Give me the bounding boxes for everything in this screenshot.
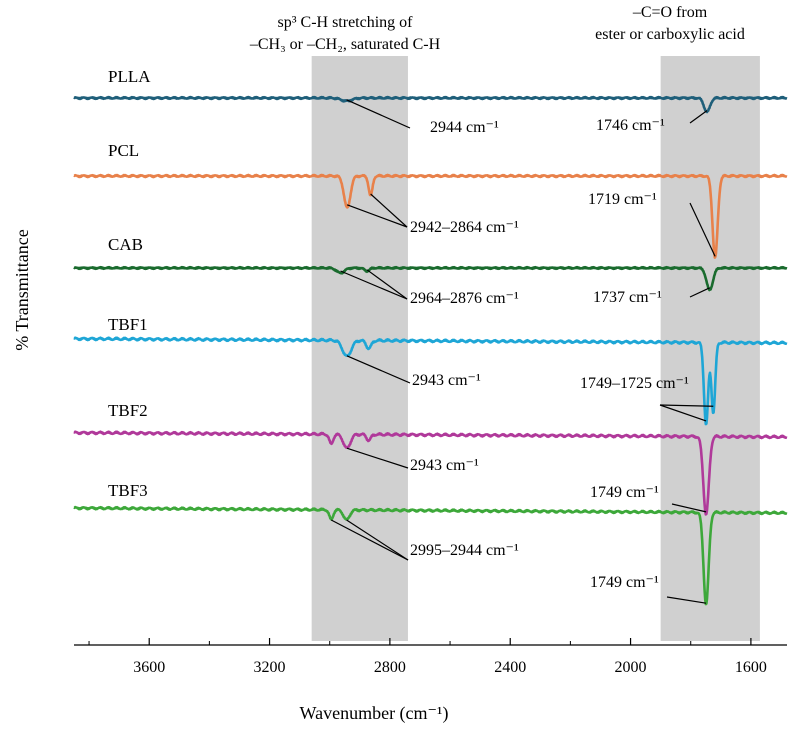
series-line-cab bbox=[73, 265, 788, 292]
annotation-leader-tbf1-1-1 bbox=[346, 355, 411, 384]
series-line-tbf1 bbox=[73, 336, 788, 426]
annotation-cab-1: 2964–2876 cm⁻¹ bbox=[410, 290, 519, 307]
highlight-region-1 bbox=[311, 56, 408, 641]
highlight-regions bbox=[311, 56, 760, 641]
annotation-leader-tbf2-2-1 bbox=[671, 503, 707, 513]
x-tick-label-2400: 2400 bbox=[494, 659, 526, 676]
series-line-tbf2 bbox=[73, 430, 788, 516]
annotation-plla-2: 1746 cm⁻¹ bbox=[596, 117, 665, 134]
series-line-pcl bbox=[73, 173, 788, 259]
annotation-tbf2-2: 1749 cm⁻¹ bbox=[590, 484, 659, 501]
x-tick-label-2800: 2800 bbox=[374, 659, 406, 676]
annotation-tbf3-2: 1749 cm⁻¹ bbox=[590, 574, 659, 591]
annotation-leader-tbf2-1-1 bbox=[346, 447, 409, 469]
annotation-leader-cab-1-1 bbox=[340, 270, 408, 300]
annotation-cab-2: 1737 cm⁻¹ bbox=[593, 289, 662, 306]
series-label-pcl: PCL bbox=[108, 141, 139, 160]
annotation-leader-tbf1-2-1 bbox=[659, 404, 707, 422]
annotation-leader-pcl-1-2 bbox=[370, 193, 408, 228]
series-lines bbox=[73, 95, 788, 606]
annotation-tbf1-1: 2943 cm⁻¹ bbox=[412, 372, 481, 389]
annotation-tbf2-1: 2943 cm⁻¹ bbox=[410, 457, 479, 474]
x-tick-label-3200: 3200 bbox=[254, 659, 286, 676]
series-label-plla: PLLA bbox=[108, 67, 151, 86]
region-title-1-line-2: –CH₃ or –CH₂, saturated C-H bbox=[249, 36, 441, 53]
annotation-plla-1: 2944 cm⁻¹ bbox=[430, 119, 499, 136]
series-labels: PLLA PCL CAB TBF1 TBF2 TBF3 bbox=[108, 67, 151, 500]
annotation-leader-cab-2-1 bbox=[689, 287, 710, 298]
annotation-leader-pcl-2-1 bbox=[689, 202, 716, 257]
annotation-tbf3-1: 2995–2944 cm⁻¹ bbox=[410, 542, 519, 559]
region-title-2-line-2: ester or carboxylic acid bbox=[595, 26, 745, 43]
annotation-leader-plla-2-1 bbox=[689, 110, 708, 124]
annotation-leader-tbf3-1-2 bbox=[346, 519, 409, 561]
x-tick-label-1600: 1600 bbox=[735, 659, 767, 676]
x-tick-label-2000: 2000 bbox=[615, 659, 647, 676]
x-tick-label-3600: 3600 bbox=[133, 659, 165, 676]
series-line-plla bbox=[73, 95, 788, 114]
series-label-tbf3: TBF3 bbox=[108, 481, 148, 500]
annotation-pcl-2: 1719 cm⁻¹ bbox=[588, 191, 657, 208]
x-axis-title: Wavenumber (cm⁻¹) bbox=[300, 703, 449, 724]
annotation-leader-tbf3-1-1 bbox=[330, 519, 409, 561]
y-axis-title: % Transmittance bbox=[12, 229, 32, 351]
series-label-tbf1: TBF1 bbox=[108, 315, 148, 334]
annotation-leader-tbf3-2-1 bbox=[666, 596, 707, 604]
region-titles: sp³ C-H stretching of –CH₃ or –CH₂, satur… bbox=[249, 4, 745, 53]
series-label-tbf2: TBF2 bbox=[108, 401, 148, 420]
peak-annotations: 2944 cm⁻¹ 1746 cm⁻¹ 2942–2864 cm⁻¹ 1719 cm⁻… bbox=[330, 99, 716, 604]
annotation-leader-tbf1-2-2 bbox=[659, 404, 714, 407]
x-axis: 3600 3200 2800 2400 2000 1600 bbox=[74, 638, 787, 676]
annotation-pcl-1: 2942–2864 cm⁻¹ bbox=[410, 219, 519, 236]
series-label-cab: CAB bbox=[108, 235, 143, 254]
annotation-leader-pcl-1-1 bbox=[346, 204, 408, 228]
annotation-leader-plla-1-1 bbox=[346, 99, 411, 129]
region-title-2-line-1: –C=O from bbox=[632, 4, 708, 21]
annotation-leader-cab-1-2 bbox=[366, 269, 408, 300]
series-line-tbf3 bbox=[73, 505, 788, 606]
annotation-tbf1-2: 1749–1725 cm⁻¹ bbox=[580, 375, 689, 392]
region-title-1-line-1: sp³ C-H stretching of bbox=[278, 14, 414, 31]
